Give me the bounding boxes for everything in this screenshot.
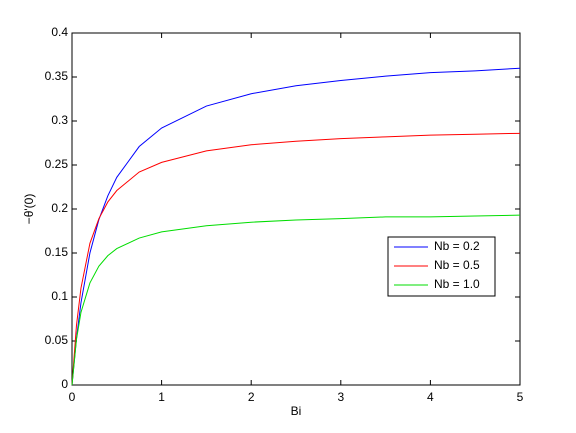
x-tick-label: 5 [517,390,524,404]
y-tick-label: 0.3 [51,113,68,127]
y-tick-label: 0 [61,377,68,391]
y-tick-label: 0.25 [45,157,69,171]
line-series [71,214,521,386]
legend-label: Nb = 0.5 [434,258,480,272]
legend-label: Nb = 0.2 [434,239,480,253]
y-tick-label: 0.4 [51,25,68,39]
y-tick-label: 0.35 [45,69,69,83]
y-tick-label: 0.15 [45,245,69,259]
legend-label: Nb = 1.0 [434,277,480,291]
x-axis-label: Bi [291,404,302,418]
line-series [71,67,521,386]
y-axis-label: −θ'(0) [22,194,36,225]
x-tick-label: 3 [337,390,344,404]
y-tick-label: 0.05 [45,333,69,347]
y-tick-label: 0.1 [51,289,68,303]
x-tick-label: 0 [69,390,76,404]
x-tick-label: 2 [248,390,255,404]
y-tick-label: 0.2 [51,201,68,215]
x-tick-label: 1 [158,390,165,404]
line-series [71,132,521,386]
x-tick-label: 4 [427,390,434,404]
